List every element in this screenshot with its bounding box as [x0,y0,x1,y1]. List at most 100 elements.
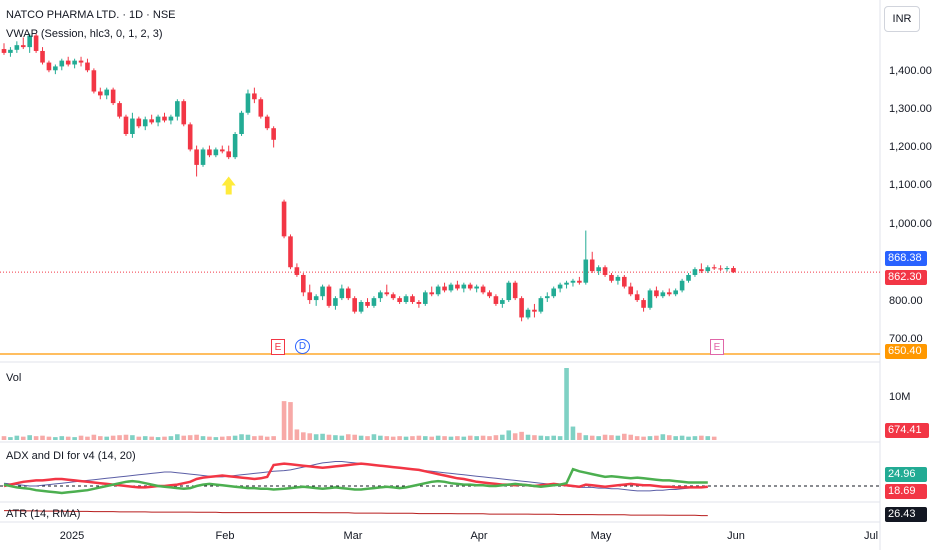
candle-body [294,267,300,275]
volume-bar [307,433,313,440]
time-tick: May [590,530,612,542]
volume-bar [435,435,441,440]
candle-body [692,269,698,275]
candle-body [551,288,556,297]
candle-body [474,286,479,289]
adx-label[interactable]: ADX and DI for v4 (14, 20) [6,450,136,462]
candle-body [615,276,621,281]
candle-body [371,298,377,306]
volume-bar [480,435,486,440]
earnings-marker[interactable]: E [710,339,724,355]
volume-bar [448,436,454,440]
candle-body [378,292,383,299]
candle-body [724,268,730,270]
volume-bar [647,436,653,440]
volume-bar [232,435,238,440]
atr-pane [4,510,708,517]
earnings-marker[interactable]: E [271,339,285,355]
candle-body [660,292,666,297]
volume-bar [281,401,287,440]
volume-bar [187,435,193,440]
volume-bar [410,436,415,440]
candle-body [596,267,601,272]
volume-bar [365,436,370,440]
volume-bar [294,429,300,440]
volume-bar [416,435,422,440]
volume-bar [264,436,270,440]
volume-bar [288,402,293,440]
candle-body [718,268,723,270]
volume-bar [320,433,325,440]
volume-bar [461,436,467,440]
candle-body [264,116,270,129]
vwap-study-label[interactable]: VWAP (Session, hlc3, 0, 1, 2, 3) [6,28,163,40]
volume-bar [628,434,634,440]
candle-body [711,267,717,269]
candle-body [155,116,161,123]
candle-body [589,259,595,272]
candle-body [117,103,122,117]
candle-body [46,62,52,71]
dividend-marker[interactable]: D [295,339,310,354]
candle-body [219,149,225,152]
volume-bar [175,434,180,440]
atr-line [4,510,708,517]
volume-bar [85,436,90,440]
candle-body [8,49,13,53]
currency-button[interactable]: INR [884,6,920,32]
candle-body [181,101,187,125]
volume-label[interactable]: Vol [6,372,22,384]
volume-bar [519,431,524,440]
volume-bar [692,436,698,440]
candle-body [609,274,614,281]
candle-body [705,267,711,272]
candle-body [461,284,467,289]
candle-body [570,280,576,283]
volume-bar [239,434,244,440]
volume-bar [123,434,129,440]
candle-body [512,282,518,299]
candle-body [123,116,129,134]
candle-body [397,298,402,302]
candle-body [78,60,84,63]
candle-body [301,274,306,293]
volume-bar [429,436,435,440]
symbol-title[interactable]: NATCO PHARMA LTD. · 1D · NSE [6,9,176,21]
volume-bar [226,436,231,440]
volume-bar [455,436,460,440]
volume-bar [219,436,225,440]
volume-bar [258,435,264,440]
volume-bar [252,436,257,440]
candle-body [232,134,238,158]
volume-bar [301,432,306,440]
candle-body [641,300,646,308]
candle-body [500,300,505,304]
price-tick: 800.00 [889,295,923,307]
volume-bar [634,436,640,440]
volume-bar [40,435,45,440]
candle-body [104,89,110,96]
volume-bar [686,436,691,440]
candle-body [455,284,460,289]
volume-bar [326,434,332,440]
atr-label[interactable]: ATR (14, RMA) [6,508,81,520]
candle-body [532,309,537,312]
volume-bar [544,436,550,440]
candle-body [175,101,180,117]
candle-body [628,286,634,295]
volume-bar [33,436,39,440]
minus-di-line [3,462,708,489]
candle-body [20,45,26,48]
volume-bar [711,436,717,440]
candle-body [313,296,319,301]
volume-bar [673,436,678,440]
candle-body [602,267,608,275]
volume-bar [104,436,110,440]
volume-bar [390,436,396,440]
candle-body [583,259,589,283]
volume-bar [371,434,377,440]
atr-value-tag: 26.43 [885,507,927,522]
candle-body [352,298,357,312]
volume-bar [474,436,479,440]
